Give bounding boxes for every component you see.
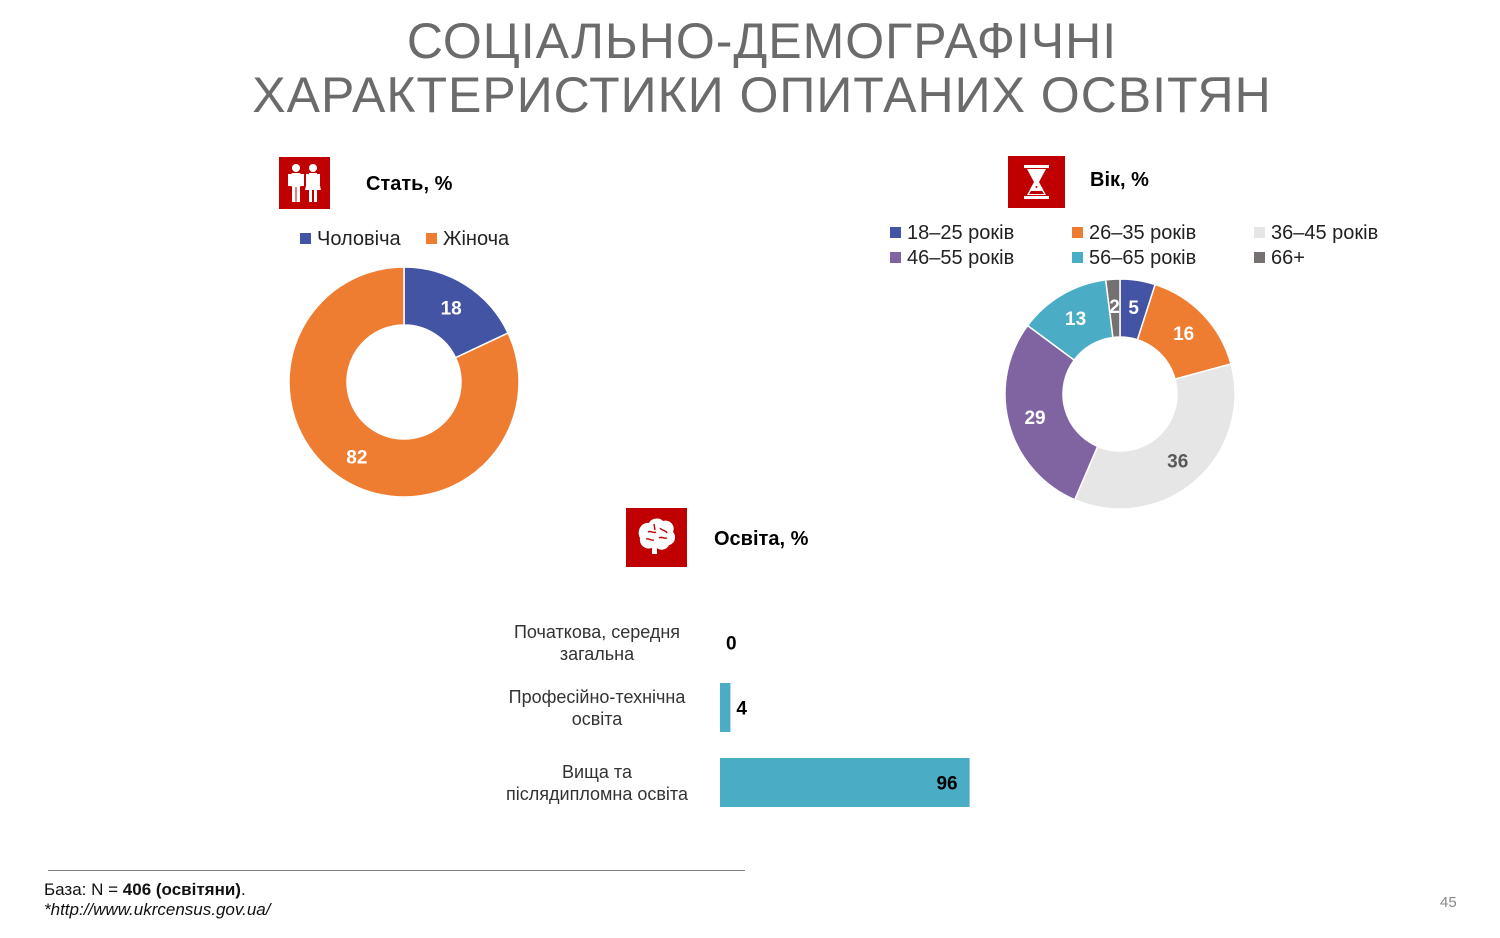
donut-data-label-1: 82	[346, 447, 367, 468]
donut-slice-2	[1073, 363, 1236, 510]
education-section-label: Освіта, %	[714, 528, 809, 550]
legend-swatch	[1254, 227, 1265, 238]
donut-data-label-0: 18	[441, 299, 462, 320]
donut-data-label-2: 36	[1167, 451, 1188, 472]
legend-swatch	[890, 227, 901, 238]
people-icon	[279, 157, 330, 209]
legend-item-1: 26–35 років	[1072, 222, 1196, 245]
footer-base-value: 406 (освітяни)	[122, 880, 241, 899]
legend-item-5: 66+	[1254, 247, 1305, 270]
legend-label: 26–35 років	[1089, 222, 1197, 244]
legend-swatch	[1072, 227, 1083, 238]
legend-label: Жіноча	[443, 228, 510, 250]
legend-label: 36–45 років	[1271, 222, 1379, 244]
legend-label: 46–55 років	[907, 247, 1015, 269]
gender-legend: Чоловіча Жіноча	[300, 228, 560, 254]
gender-section-label: Стать, %	[366, 173, 453, 195]
donut-data-label-0: 5	[1128, 298, 1139, 319]
page-title-line-1: СОЦІАЛЬНО-ДЕМОГРАФІЧНІ	[406, 13, 1118, 69]
legend-label: 18–25 років	[907, 222, 1015, 244]
legend-item-2: 36–45 років	[1254, 222, 1378, 245]
donut-data-label-4: 13	[1065, 309, 1086, 330]
bar-category-line: Вища та	[562, 761, 632, 782]
bar-category-line: післядипломна освіта	[506, 783, 688, 804]
footer-base-prefix: База: N =	[44, 880, 123, 899]
legend-item-1: Жіноча	[426, 228, 509, 251]
page-title-line-2: ХАРАКТЕРИСТИКИ ОПИТАНИХ ОСВІТЯН	[252, 67, 1272, 123]
legend-swatch	[300, 233, 311, 244]
footer-base: База: N = 406 (освітяни).	[44, 880, 246, 900]
legend-label: 66+	[1271, 247, 1305, 269]
legend-swatch	[890, 252, 901, 263]
footer-divider	[48, 870, 745, 871]
donut-slice-3	[1004, 324, 1099, 501]
bar-category-line: освіта	[571, 708, 623, 729]
donut-data-label-1: 16	[1173, 324, 1194, 345]
bar-category-line: Початкова, середня	[513, 621, 681, 642]
bar-category-label-1: Професійно-технічна освіта	[482, 686, 712, 730]
legend-item-0: 18–25 років	[890, 222, 1014, 245]
legend-swatch	[426, 233, 437, 244]
page-number: 45	[1440, 894, 1457, 911]
footer-base-suffix: .	[240, 880, 246, 899]
hourglass-icon	[1008, 156, 1065, 208]
legend-item-0: Чоловіча	[300, 228, 401, 251]
age-donut-chart: 5 16 36 29 13 2	[1004, 278, 1236, 510]
legend-label: Чоловіча	[317, 228, 401, 250]
bar-data-label-1: 4	[736, 699, 747, 720]
bar-data-label-2: 96	[936, 774, 957, 795]
age-legend: 18–25 років 26–35 років 36–45 років 46–55 р…	[890, 222, 1430, 274]
donut-data-label-5: 2	[1109, 297, 1120, 318]
legend-item-3: 46–55 років	[890, 247, 1014, 270]
donut-slice-5	[1104, 278, 1121, 339]
donut-data-label-3: 29	[1024, 408, 1045, 429]
bar-category-line: Професійно-технічна	[508, 686, 686, 707]
legend-swatch	[1254, 252, 1265, 263]
bar-2	[720, 758, 970, 807]
bar-category-label-2: Вища та післядипломна освіта	[482, 761, 712, 805]
bar-data-label-0: 0	[726, 634, 737, 655]
brain-icon	[626, 508, 687, 567]
legend-item-4: 56–65 років	[1072, 247, 1196, 270]
bar-1	[720, 683, 731, 732]
age-section-label: Вік, %	[1090, 169, 1149, 191]
legend-label: 56–65 років	[1089, 247, 1197, 269]
page-title: СОЦІАЛЬНО-ДЕМОГРАФІЧНІ ХАРАКТЕРИСТИКИ ОП…	[0, 14, 1500, 122]
footer-source: *http://www.ukrcensus.gov.ua/	[44, 900, 271, 919]
bar-category-line: загальна	[559, 643, 635, 664]
bar-category-label-0: Початкова, середня загальна	[482, 621, 712, 665]
legend-swatch	[1072, 252, 1083, 263]
education-bar-chart: 0 4 96	[720, 634, 970, 807]
donut-slice-1	[288, 266, 520, 498]
